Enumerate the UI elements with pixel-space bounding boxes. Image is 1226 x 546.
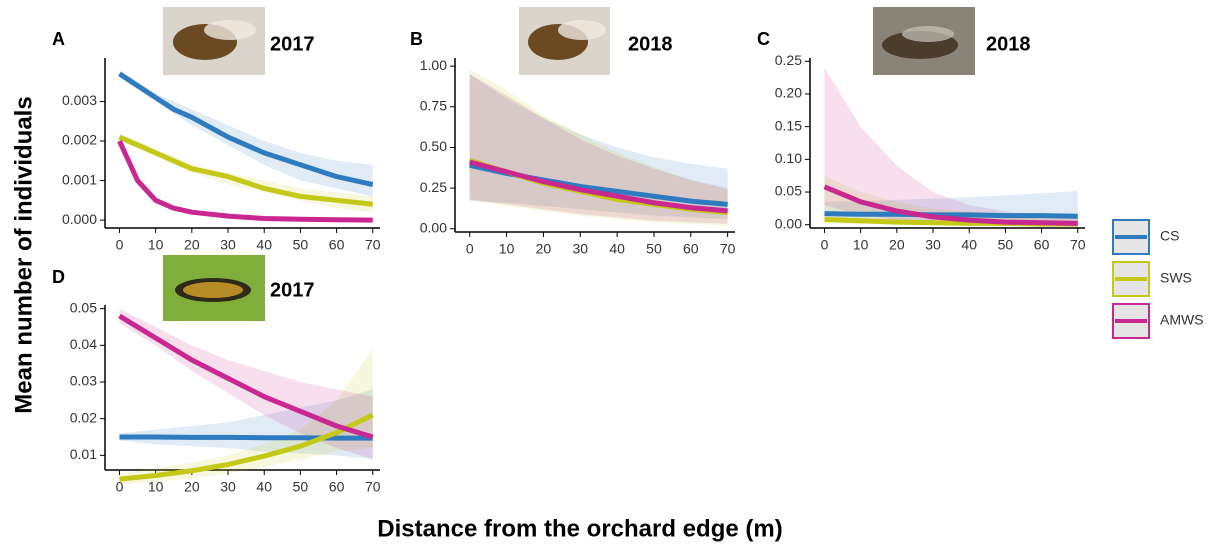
series-line [823, 184, 1078, 226]
y-tick-label: 0.002 [62, 132, 97, 148]
y-tick-label: 0.05 [70, 299, 97, 315]
confidence-band [119, 349, 373, 485]
y-tick-label: 0.02 [70, 409, 97, 425]
photo [163, 7, 975, 321]
series-line [119, 412, 374, 482]
x-tick-label: 20 [184, 237, 200, 253]
series-line [119, 434, 373, 441]
x-tick-label: 0 [466, 241, 474, 257]
x-axis-label: Distance from the orchard edge (m) [377, 515, 782, 542]
y-tick-label: 0.25 [420, 179, 447, 195]
confidence-band [119, 133, 373, 213]
x-tick-label: 50 [293, 237, 309, 253]
y-tick-label: 0.003 [62, 92, 97, 108]
x-tick-label: 50 [646, 241, 662, 257]
y-tick-label: 0.01 [70, 446, 97, 462]
panel-label: B [410, 29, 423, 49]
x-tick-label: 30 [220, 237, 236, 253]
confidence-band [824, 67, 1078, 225]
x-tick-label: 70 [720, 241, 736, 257]
x-tick-label: 20 [889, 237, 905, 253]
x-tick-label: 10 [148, 237, 164, 253]
y-tick-label: 0.001 [62, 171, 97, 187]
x-tick-label: 70 [365, 237, 381, 253]
x-tick-label: 60 [1034, 237, 1050, 253]
x-tick-label: 40 [961, 237, 977, 253]
y-tick-label: 0.15 [775, 117, 802, 133]
y-tick-label: 0.03 [70, 373, 97, 389]
x-tick-label: 50 [293, 479, 309, 495]
panel-year: 2018 [628, 33, 673, 55]
series-line [118, 134, 374, 207]
y-tick-label: 0.20 [775, 85, 802, 101]
panel-year: 2017 [270, 33, 315, 55]
y-tick-label: 0.00 [775, 215, 802, 231]
x-tick-label: 70 [365, 479, 381, 495]
x-tick-label: 30 [220, 479, 236, 495]
y-tick-label: 0.10 [775, 150, 802, 166]
legend-label: CS [1160, 228, 1179, 244]
x-tick-label: 40 [256, 479, 272, 495]
x-tick-label: 0 [116, 479, 124, 495]
confidence-band [469, 69, 728, 226]
confidence-band [469, 74, 728, 224]
y-tick-label: 0.50 [420, 138, 447, 154]
x-tick-label: 70 [1070, 237, 1086, 253]
x-tick-label: 60 [683, 241, 699, 257]
y-axis-label: Mean number of individuals [10, 96, 37, 413]
series-line [117, 139, 373, 223]
x-tick-label: 10 [499, 241, 515, 257]
y-tick-label: 0.04 [70, 336, 97, 352]
y-tick-label: 0.25 [775, 52, 802, 68]
y-tick-label: 0.75 [420, 97, 447, 113]
confidence-band [119, 69, 373, 197]
series-line [118, 71, 374, 187]
x-tick-label: 10 [853, 237, 869, 253]
y-tick-label: 0.00 [420, 219, 447, 235]
confidence-band [119, 308, 373, 459]
x-tick-label: 30 [572, 241, 588, 257]
x-tick-label: 60 [329, 237, 345, 253]
series-line [118, 313, 374, 440]
legend-label: SWS [1160, 270, 1192, 286]
panel-label: A [52, 29, 65, 49]
x-tick-label: 0 [821, 237, 829, 253]
legend-label: AMWS [1160, 312, 1204, 328]
panel-year: 2018 [986, 33, 1031, 55]
series-line [824, 211, 1078, 219]
x-tick-label: 20 [184, 479, 200, 495]
y-tick-label: 1.00 [420, 57, 447, 73]
y-tick-label: 0.05 [775, 183, 802, 199]
x-tick-label: 50 [998, 237, 1014, 253]
panel-year: 2017 [270, 279, 315, 301]
y-tick-label: 0.000 [62, 211, 97, 227]
x-tick-label: 10 [148, 479, 164, 495]
panel-label: C [757, 29, 770, 49]
x-tick-label: 30 [925, 237, 941, 253]
x-tick-label: 20 [536, 241, 552, 257]
x-tick-label: 60 [329, 479, 345, 495]
panel-label: D [52, 267, 65, 287]
x-tick-label: 40 [609, 241, 625, 257]
series-line [469, 159, 728, 214]
x-tick-label: 0 [116, 237, 124, 253]
x-tick-label: 40 [256, 237, 272, 253]
